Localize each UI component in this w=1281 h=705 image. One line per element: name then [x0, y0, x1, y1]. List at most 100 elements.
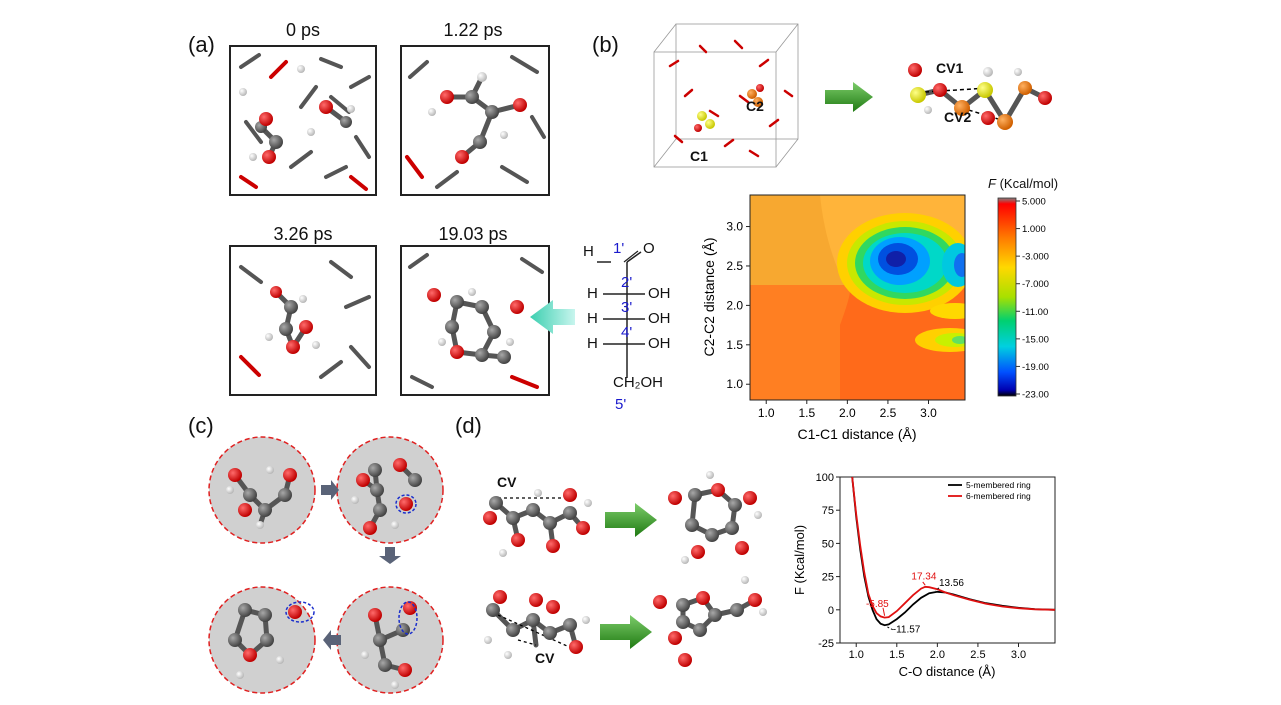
pyranose-ring-structure: [668, 471, 762, 564]
c2-label: C2: [746, 98, 764, 114]
legend-label-0: 5-membered ring: [966, 480, 1031, 490]
time-label-0: 0 ps: [285, 20, 321, 40]
profile-ytick-2: 50: [822, 538, 834, 550]
annotation-13-56-arrow: [935, 587, 940, 591]
oh-label-4: OH: [648, 335, 671, 352]
profile-xtick-2: 2.0: [930, 649, 945, 661]
position-5-label: 5': [615, 396, 627, 413]
time-label-2: 3.26 ps: [273, 224, 333, 244]
colorbar-title: F (Kcal/mol): [988, 176, 1059, 191]
time-label-1: 1.22 ps: [443, 20, 503, 40]
heatmap-xtick-4: 3.0: [920, 406, 937, 420]
profile-ytick-5: -25: [818, 638, 834, 650]
profile-ytick-1: 75: [822, 505, 834, 517]
heatmap-xtick-0: 1.0: [758, 406, 775, 420]
md-snapshot-1-22ps: [400, 45, 550, 196]
heatmap-xtick-2: 2.0: [839, 406, 856, 420]
panel-a-label: (a): [188, 32, 215, 57]
linear-sugar-5ring-cv: [484, 590, 590, 659]
molecules-image-1: [405, 55, 546, 189]
panel-c-label: (c): [188, 413, 214, 438]
arrow-left-icon: [323, 630, 341, 650]
simulation-cell-image: [653, 23, 799, 168]
position-4-label: 4': [621, 324, 633, 341]
molecules-image-2: [239, 260, 371, 379]
annotation-minus-11-57-arrow: [886, 625, 893, 631]
heatmap-xlabel: C1-C1 distance (Å): [797, 426, 916, 442]
position-1-label: 1': [613, 240, 625, 257]
heatmap-ytick-1: 1.5: [726, 338, 743, 352]
linear-sugar-6ring-cv: [483, 488, 592, 557]
heatmap-ytick-2: 2.0: [726, 298, 743, 312]
time-label-3: 19.03 ps: [438, 224, 508, 244]
profile-xtick-3: 2.5: [970, 649, 985, 661]
profile-ytick-3: 25: [822, 572, 834, 584]
heatmap-ylabel: C2-C2 distance (Å): [701, 237, 717, 356]
colorbar-tick-3: -7.000: [1022, 279, 1049, 290]
h-label-3: H: [587, 310, 598, 327]
annotation-17-34: 17.34: [911, 571, 936, 582]
colorbar-tick-4: -11.00: [1022, 307, 1048, 318]
ring-closure-mechanism: [208, 436, 444, 694]
cv1-label: CV1: [936, 60, 964, 76]
aldehyde-o-label: O: [643, 240, 655, 257]
series-line-1: [851, 476, 1056, 619]
profile-ytick-0: 100: [816, 472, 834, 484]
teal-arrow-icon: [530, 300, 575, 334]
position-2-label: 2': [621, 274, 633, 291]
annotation-minus-5-85-arrow: [882, 607, 886, 616]
colorbar-tick-1: 1.000: [1022, 224, 1046, 235]
annotation-minus-5-85: -5.85: [866, 599, 889, 610]
annotation-minus-11-57: -11.57: [893, 624, 921, 635]
oh-label-3: OH: [648, 310, 671, 327]
colorbar-tick-7: -23.00: [1022, 390, 1049, 401]
heatmap-xtick-3: 2.5: [880, 406, 897, 420]
h-label-4: H: [587, 335, 598, 352]
annotation-17-34-arrow: [922, 581, 926, 586]
molecules-image-0: [239, 53, 371, 191]
molecules-image-3: [408, 253, 544, 389]
md-snapshot-19-03ps: [400, 245, 550, 396]
ch2oh-label: CH₂OH: [613, 374, 663, 391]
annotation-13-56: 13.56: [939, 578, 964, 589]
profile-xtick-4: 3.0: [1011, 649, 1026, 661]
colorbar-tick-0: 5.000: [1022, 197, 1046, 208]
colorbar-tick-2: -3.000: [1022, 252, 1049, 263]
green-arrow-icon-d-top: [605, 503, 657, 537]
free-energy-surface-chart: 1.0 1.5 2.0 2.5 3.0 1.0 1.5 2.0 2.5 3.0 C1-C1 dis…: [701, 194, 966, 442]
green-arrow-icon-b: [825, 82, 873, 112]
heatmap-ytick-0: 1.0: [726, 377, 743, 391]
profile-xtick-0: 1.0: [849, 649, 864, 661]
panel-d-label: (d): [455, 413, 482, 438]
md-snapshot-0ps: [229, 45, 377, 196]
furanose-ring-structure: [653, 576, 767, 667]
cv-label-top: CV: [497, 474, 517, 490]
legend-label-1: 6-membered ring: [966, 491, 1031, 501]
profile-ylabel: F (Kcal/mol): [792, 525, 807, 595]
aldehyde-h-label: H: [583, 243, 594, 260]
h-label-2: H: [587, 285, 598, 302]
cv-definition-image: [908, 63, 1052, 130]
md-snapshot-3-26ps: [229, 245, 377, 396]
green-arrow-icon-d-bottom: [600, 615, 652, 649]
colorbar-title-text: (Kcal/mol): [999, 176, 1059, 191]
heatmap-ytick-3: 2.5: [726, 259, 743, 273]
colorbar-tick-5: -15.00: [1022, 334, 1049, 345]
cv2-label: CV2: [944, 109, 972, 125]
heatmap-ytick-4: 3.0: [726, 220, 743, 234]
heatmap-xtick-1: 1.5: [798, 406, 815, 420]
colorbar: 5.000 1.000 -3.000 -7.000 -11.00 -15.00 -19.00…: [997, 197, 1049, 401]
profile-ytick-4: 0: [828, 605, 834, 617]
arrow-right-icon: [321, 480, 339, 500]
cv-label-bottom: CV: [535, 650, 555, 666]
profile-xlabel: C-O distance (Å): [899, 664, 996, 679]
colorbar-tick-6: -19.00: [1022, 362, 1049, 373]
arrow-down-icon: [379, 547, 401, 564]
panel-b-label: (b): [592, 32, 619, 57]
profile-xtick-1: 1.5: [889, 649, 904, 661]
position-3-label: 3': [621, 299, 633, 316]
c1-label: C1: [690, 148, 708, 164]
ribose-fischer-structure: H O 1' 2' 3' 4' 5' H H H OH OH OH CH₂OH: [575, 238, 685, 418]
oh-label-2: OH: [648, 285, 671, 302]
free-energy-profile-chart: 1.0 1.5 2.0 2.5 3.0 100 75 50 25 0 -25 5-membered …: [792, 472, 1056, 679]
